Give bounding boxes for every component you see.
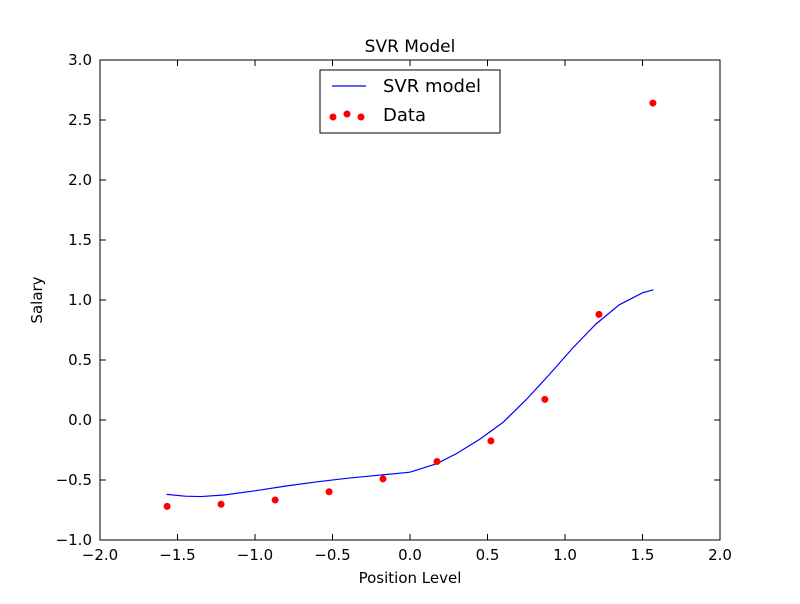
data-point xyxy=(379,475,387,483)
x-tick-label: −1.5 xyxy=(159,546,195,564)
data-point xyxy=(271,496,279,504)
x-tick-label: 1.5 xyxy=(631,546,655,564)
data-point xyxy=(487,437,495,445)
plot-area xyxy=(163,99,657,510)
y-tick-label: 3.0 xyxy=(68,51,92,69)
y-tick-label: 0.5 xyxy=(68,351,92,369)
y-axis-label: Salary xyxy=(28,276,46,323)
x-tick-label: 0.5 xyxy=(476,546,500,564)
data-point xyxy=(649,99,657,107)
legend-marker-swatch xyxy=(357,113,365,121)
data-point xyxy=(163,502,171,510)
x-tick-label: 0.0 xyxy=(398,546,422,564)
y-tick-label: 1.0 xyxy=(68,291,92,309)
x-tick-label: 2.0 xyxy=(708,546,732,564)
data-point xyxy=(325,488,333,496)
legend-label-data: Data xyxy=(383,105,426,126)
x-tick-label: −2.0 xyxy=(82,546,118,564)
y-tick-label: −1.0 xyxy=(56,531,92,549)
y-tick-label: −0.5 xyxy=(56,471,92,489)
y-tick-label: 2.5 xyxy=(68,111,92,129)
legend: SVR model Data xyxy=(319,69,501,134)
x-axis-label: Position Level xyxy=(359,569,462,587)
data-point xyxy=(541,395,549,403)
legend-marker-swatch xyxy=(343,110,351,118)
y-tick-label: 1.5 xyxy=(68,231,92,249)
legend-label-svr-model: SVR model xyxy=(383,76,481,97)
x-tick-label: −0.5 xyxy=(314,546,350,564)
data-point xyxy=(433,458,441,466)
x-tick-label: 1.0 xyxy=(553,546,577,564)
data-point xyxy=(595,310,603,318)
legend-marker-swatch xyxy=(329,113,337,121)
ticks-layer: −2.0 −1.5 −1.0 −0.5 0.0 0.5 1.0 1.5 2.0 −1.0 −0.5 0… xyxy=(56,51,732,564)
legend-frame xyxy=(319,69,501,134)
y-tick-label: 2.0 xyxy=(68,171,92,189)
y-tick-label: 0.0 xyxy=(68,411,92,429)
chart-title: SVR Model xyxy=(365,37,456,57)
x-tick-label: −1.0 xyxy=(237,546,273,564)
data-point xyxy=(217,500,225,508)
